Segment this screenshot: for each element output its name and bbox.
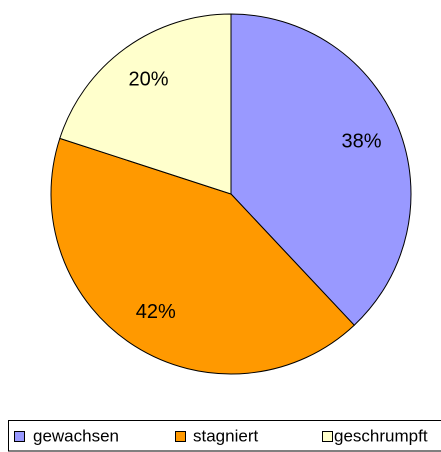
pie-slice (50, 137, 355, 375)
legend-label: gewachsen (33, 426, 119, 445)
legend-box (8, 420, 441, 452)
slice-label: 38% (342, 131, 382, 153)
legend-swatch (322, 431, 333, 442)
legend-label: geschrumpft (334, 426, 428, 445)
legend-swatch (14, 431, 25, 442)
pie-slice (59, 13, 232, 195)
pie-slice (230, 13, 412, 326)
legend-swatch (175, 431, 186, 442)
slice-label: 42% (136, 301, 176, 323)
slice-label: 20% (128, 69, 168, 91)
legend-label: stagniert (193, 426, 258, 445)
